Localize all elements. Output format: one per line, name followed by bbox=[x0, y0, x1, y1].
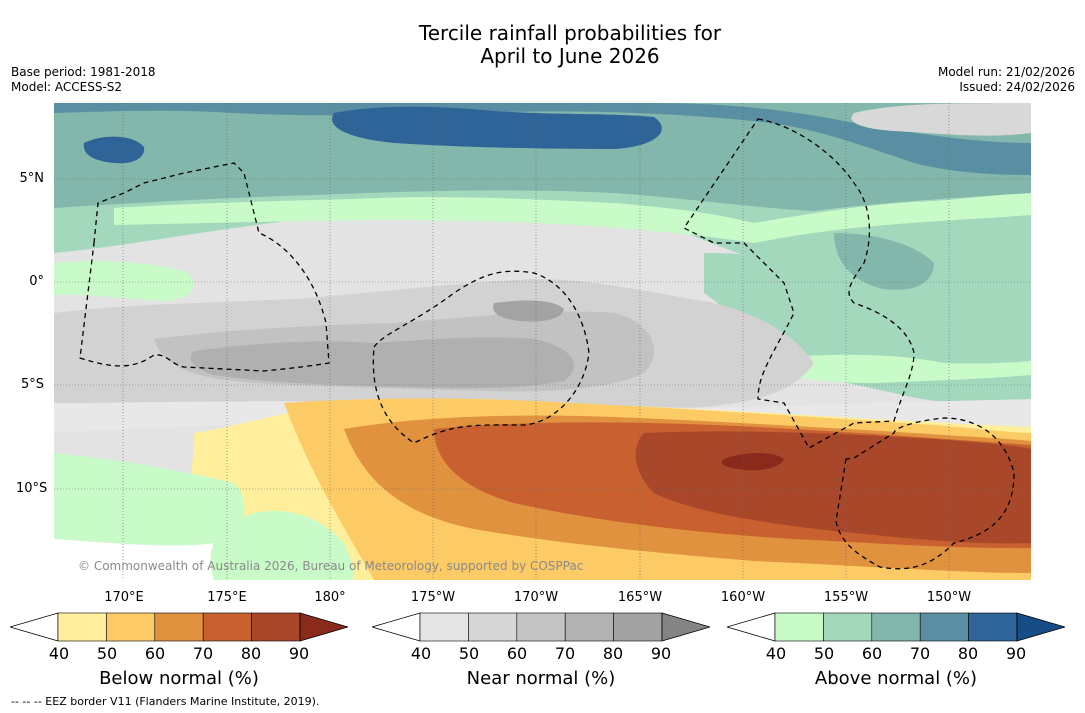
colorbar-segment bbox=[106, 612, 156, 642]
above-normal-southwest bbox=[210, 510, 354, 580]
meta-right: Model run: 21/02/2026 Issued: 24/02/2026 bbox=[938, 65, 1075, 95]
above-tick: 40 bbox=[765, 644, 787, 663]
above-tick: 90 bbox=[1005, 644, 1027, 663]
colorbar-segment bbox=[202, 612, 252, 642]
eez-kiribati-gilbert bbox=[79, 162, 330, 372]
colorbar-segment bbox=[613, 612, 663, 642]
colorbar-segment bbox=[564, 612, 614, 642]
colorbar-segment bbox=[823, 612, 873, 642]
model-run: Model run: 21/02/2026 bbox=[937, 65, 1075, 79]
probability-map bbox=[54, 103, 1031, 580]
above-normal-north-light bbox=[114, 193, 1031, 243]
near-tick: 60 bbox=[506, 644, 528, 663]
above-normal-north-deep bbox=[332, 106, 662, 149]
above-tick: 80 bbox=[957, 644, 979, 663]
above-tick: 70 bbox=[909, 644, 931, 663]
above-normal-west-dark bbox=[83, 136, 145, 164]
colorbar-below-normal bbox=[10, 612, 348, 642]
eez-borders bbox=[79, 118, 1015, 570]
near-tick: 90 bbox=[650, 644, 672, 663]
colorbar-above-normal bbox=[727, 612, 1065, 642]
title-line-2: April to June 2026 bbox=[480, 44, 660, 68]
lat-label-10s: 10°S bbox=[16, 481, 48, 496]
colorbar-segment bbox=[154, 612, 204, 642]
near-normal-darkest bbox=[493, 300, 564, 322]
below-tick: 50 bbox=[96, 644, 118, 663]
chart-title: Tercile rainfall probabilities for April… bbox=[0, 22, 1085, 68]
near-tick: 40 bbox=[410, 644, 432, 663]
lon-label-160w: 160°W bbox=[720, 590, 766, 605]
eez-cook-islands bbox=[835, 417, 1015, 570]
above-tick: 60 bbox=[861, 644, 883, 663]
colorbar-extend-high bbox=[1016, 612, 1065, 642]
lon-label-165w: 165°W bbox=[617, 590, 663, 605]
colorbar-extend-high bbox=[299, 612, 348, 642]
colorbar-segment bbox=[774, 612, 824, 642]
near-normal-title: Near normal (%) bbox=[466, 668, 616, 689]
lon-label-150w: 150°W bbox=[926, 590, 972, 605]
colorbar-extend-high bbox=[661, 612, 710, 642]
lon-label-180: 180° bbox=[314, 590, 346, 605]
colorbar-segment bbox=[468, 612, 518, 642]
above-normal-east-dark bbox=[834, 233, 934, 290]
below-tick: 40 bbox=[48, 644, 70, 663]
lon-label-155w: 155°W bbox=[823, 590, 869, 605]
base-period: Base period: 1981-2018 bbox=[11, 65, 156, 79]
above-normal-north-dark bbox=[54, 103, 1031, 175]
colorbar-segment bbox=[919, 612, 969, 642]
lon-label-175e: 175°E bbox=[207, 590, 247, 605]
below-normal-title: Below normal (%) bbox=[99, 668, 259, 689]
above-normal-east-light bbox=[774, 354, 1031, 383]
issued-date: Issued: 24/02/2026 bbox=[959, 80, 1075, 94]
colorbar-extend-low bbox=[727, 612, 776, 642]
white-gap bbox=[54, 539, 254, 580]
near-normal-dark bbox=[190, 337, 574, 389]
colorbar-segment bbox=[516, 612, 566, 642]
title-line-1: Tercile rainfall probabilities for bbox=[418, 21, 722, 45]
lat-gridlines bbox=[54, 178, 1031, 490]
lon-label-175w: 175°W bbox=[410, 590, 456, 605]
below-normal-extreme bbox=[721, 453, 784, 471]
colorbar-segment bbox=[968, 612, 1018, 642]
above-normal-grey-north bbox=[851, 103, 1031, 136]
lat-label-5n: 5°N bbox=[19, 171, 45, 186]
near-tick: 80 bbox=[602, 644, 624, 663]
below-tick: 90 bbox=[288, 644, 310, 663]
lat-label-5s: 5°S bbox=[20, 377, 44, 392]
copyright-notice: © Commonwealth of Australia 2026, Bureau… bbox=[78, 559, 584, 573]
meta-left: Base period: 1981-2018 Model: ACCESS-S2 bbox=[11, 65, 156, 95]
colorbar-extend-low bbox=[10, 612, 59, 642]
eez-legend-footer: -- -- -- EEZ border V11 (Flanders Marine… bbox=[11, 695, 320, 708]
below-normal-light-south bbox=[54, 453, 245, 546]
colorbar-segment bbox=[57, 612, 107, 642]
above-tick: 50 bbox=[813, 644, 835, 663]
model-name: Model: ACCESS-S2 bbox=[11, 80, 123, 94]
above-normal-west-light bbox=[54, 261, 195, 301]
below-tick: 60 bbox=[144, 644, 166, 663]
colorbar-near-normal bbox=[372, 612, 710, 642]
below-tick: 80 bbox=[240, 644, 262, 663]
eez-line-islands bbox=[683, 118, 915, 449]
colorbar-segment bbox=[251, 612, 301, 642]
above-normal-north-mid bbox=[54, 103, 1031, 211]
above-normal-title: Above normal (%) bbox=[814, 668, 978, 689]
colorbar-segment bbox=[419, 612, 469, 642]
lon-label-170w: 170°W bbox=[513, 590, 559, 605]
near-tick: 50 bbox=[458, 644, 480, 663]
below-tick: 70 bbox=[192, 644, 214, 663]
colorbar-extend-low bbox=[372, 612, 421, 642]
lon-label-170e: 170°E bbox=[104, 590, 144, 605]
lat-label-0: 0° bbox=[29, 274, 44, 289]
colorbar-segment bbox=[871, 612, 921, 642]
near-tick: 70 bbox=[554, 644, 576, 663]
